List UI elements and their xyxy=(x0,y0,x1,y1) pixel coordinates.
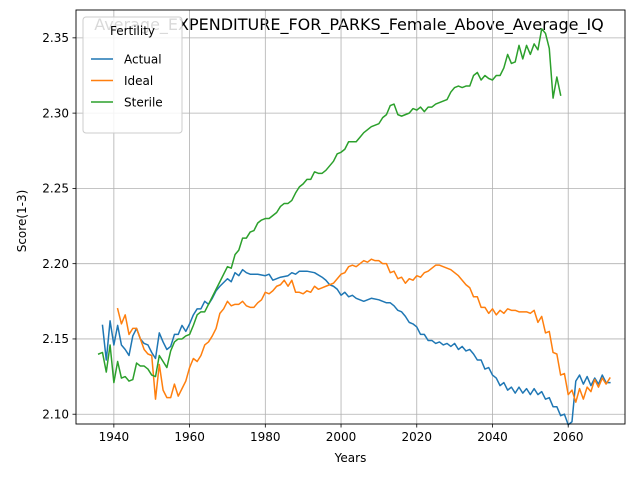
y-tick-label: 2.10 xyxy=(42,408,69,422)
legend-entry-sterile: Sterile xyxy=(124,96,163,110)
x-axis-label: Years xyxy=(334,451,367,465)
legend-entry-ideal: Ideal xyxy=(124,74,153,88)
y-tick-label: 2.30 xyxy=(42,106,69,120)
series-line-actual xyxy=(101,268,611,426)
y-tick-label: 2.25 xyxy=(42,182,69,196)
series-line-ideal xyxy=(116,258,611,403)
legend-entry-actual: Actual xyxy=(124,53,162,67)
x-tick-label: 1960 xyxy=(174,430,205,444)
x-tick-label: 2040 xyxy=(477,430,508,444)
axes: 1940 1960 1980 2000 2020 2040 2060 2.10 2.15 2.20… xyxy=(42,31,583,444)
y-tick-label: 2.35 xyxy=(42,31,69,45)
grid xyxy=(76,10,625,424)
plot-lines xyxy=(97,28,611,426)
x-tick-label: 2000 xyxy=(326,430,357,444)
legend-box xyxy=(82,16,183,134)
x-tick-label: 1940 xyxy=(99,430,130,444)
x-tick-label: 1980 xyxy=(250,430,281,444)
x-tick-label: 2060 xyxy=(553,430,584,444)
chart-title: Average_EXPENDITURE_FOR_PARKS_Female_Abo… xyxy=(94,15,604,35)
x-tick-label: 2020 xyxy=(401,430,432,444)
legend: Fertility Actual Ideal Sterile xyxy=(82,16,183,134)
legend-title: Fertility xyxy=(110,24,155,38)
y-tick-label: 2.15 xyxy=(42,332,69,346)
y-tick-label: 2.20 xyxy=(42,257,69,271)
y-axis-label: Score(1-3) xyxy=(15,190,29,253)
series-line-sterile xyxy=(97,28,562,384)
plot-frame xyxy=(75,9,626,425)
